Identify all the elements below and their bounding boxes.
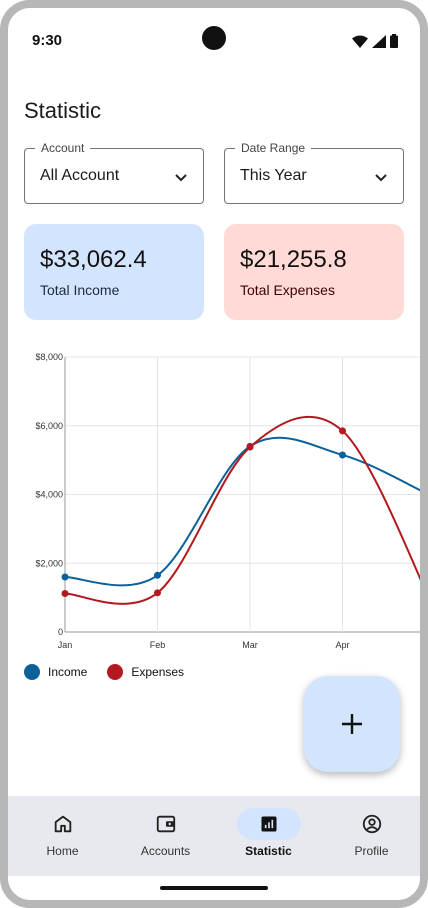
x-tick-label: Apr [335,640,349,650]
x-tick-label: Mar [242,640,258,650]
profile-icon [362,814,381,834]
status-icons [352,34,398,48]
account-select[interactable]: Account All Account [24,141,204,204]
nav-pill-active [236,808,301,840]
nav-pill [134,808,198,840]
nav-item-accounts[interactable]: Accounts [114,796,217,876]
total-expenses-amount: $21,255.8 [240,246,347,273]
y-tick-label: $2,000 [35,558,63,568]
wallet-icon [156,815,175,833]
date-range-select-value: This Year [240,167,307,184]
data-point-income [61,573,69,581]
date-range-select-label: Date Range [235,141,312,155]
nav-label-statistic: Statistic [245,844,292,858]
total-income-amount: $33,062.4 [40,246,147,273]
wifi-icon [352,35,368,48]
chevron-down-icon [175,174,187,182]
camera-cutout [202,26,226,50]
nav-item-profile[interactable]: Profile [320,796,420,876]
add-transaction-button[interactable] [304,676,400,772]
nav-label-profile: Profile [354,844,389,858]
y-tick-label: $4,000 [35,490,63,500]
total-expenses-card: $21,255.8 Total Expenses [224,224,404,320]
nav-pill [31,808,95,840]
home-icon [54,815,71,833]
signal-icon [372,34,386,48]
battery-icon [390,34,398,48]
line-chart: 0$2,000$4,000$6,000$8,000JanFebMarAprMay [35,352,420,650]
y-tick-label: $8,000 [35,352,63,362]
x-tick-label: Feb [150,640,166,650]
legend-item-expenses: Expenses [107,664,184,680]
total-income-card: $33,062.4 Total Income [24,224,204,320]
nav-item-home[interactable]: Home [11,796,114,876]
legend-label-income: Income [48,665,88,679]
data-point-expenses [61,590,69,597]
home-indicator [160,886,268,890]
data-point-income [154,571,161,579]
account-select-value: All Account [40,167,120,184]
x-tick-label: Jan [58,640,73,650]
nav-pill [340,808,404,840]
bottom-navigation: Home Accounts Statistic Profile [8,796,420,876]
nav-label-accounts: Accounts [140,844,191,858]
data-point-expenses [154,589,161,597]
total-income-caption: Total Income [40,282,120,298]
data-point-expenses [339,427,346,435]
status-bar: 9:30 [8,8,420,68]
data-point-expenses [246,443,254,451]
chevron-down-icon [375,174,387,182]
account-select-label: Account [35,141,91,155]
total-expenses-caption: Total Expenses [240,282,335,298]
chart-legend: Income Expenses [24,664,204,680]
legend-swatch-expenses [107,664,124,680]
date-range-select[interactable]: Date Range This Year [224,141,404,204]
y-tick-label: 0 [58,627,63,637]
legend-swatch-income [24,664,40,680]
status-time: 9:30 [32,32,63,49]
nav-label-home: Home [46,844,79,858]
page-title: Statistic [24,98,102,123]
nav-item-statistic[interactable]: Statistic [217,796,320,876]
legend-label-expenses: Expenses [131,665,185,679]
series-line-expenses [64,415,420,605]
data-point-income [339,451,346,459]
plus-icon [342,714,362,734]
legend-item-income: Income [24,664,87,680]
income-expenses-chart: 0$2,000$4,000$6,000$8,000JanFebMarAprMay [16,340,420,658]
bar-chart-icon [261,816,276,832]
y-tick-label: $6,000 [35,421,63,431]
